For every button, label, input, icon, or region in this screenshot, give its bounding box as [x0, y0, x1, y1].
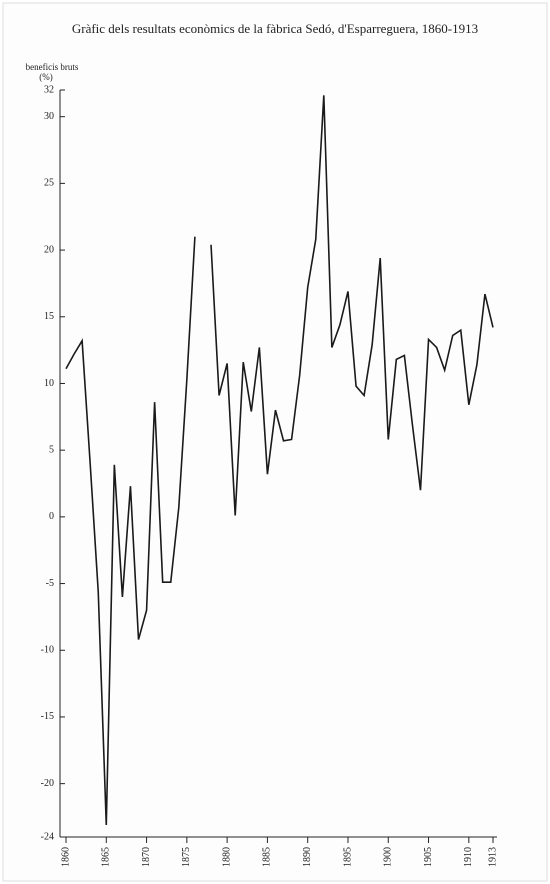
chart-title: Gràfic dels resultats econòmics de la fà…: [72, 21, 478, 36]
x-tick-label: 1875: [181, 847, 192, 867]
y-tick-label: 0: [49, 511, 54, 522]
y-axis-unit: (%): [39, 72, 53, 82]
x-tick-label: 1870: [141, 847, 152, 867]
y-tick-label: -10: [41, 645, 54, 656]
y-axis-label: beneficis bruts: [26, 62, 79, 72]
y-tick-label: -24: [41, 831, 54, 842]
x-tick-label: 1885: [262, 847, 273, 867]
y-tick-label: -20: [41, 778, 54, 789]
x-tick-label: 1890: [302, 847, 313, 867]
x-tick-label: 1913: [487, 847, 498, 867]
x-tick-label: 1895: [342, 847, 353, 867]
y-tick-label: 20: [44, 244, 54, 255]
y-tick-label: -15: [41, 711, 54, 722]
x-tick-label: 1860: [60, 847, 71, 867]
x-tick-label: 1865: [101, 847, 112, 867]
x-tick-label: 1910: [463, 847, 474, 867]
y-tick-label: 32: [44, 84, 54, 95]
y-tick-label: 30: [44, 111, 54, 122]
data-line: [65, 95, 494, 826]
y-tick-label: 5: [49, 444, 54, 455]
x-tick-label: 1880: [221, 847, 232, 867]
x-tick-label: 1900: [383, 847, 394, 867]
x-tick-label: 1905: [423, 847, 434, 867]
y-tick-label: 15: [44, 311, 54, 322]
y-tick-label: -5: [46, 578, 54, 589]
y-tick-label: 25: [44, 178, 54, 189]
y-tick-label: 10: [44, 378, 54, 389]
